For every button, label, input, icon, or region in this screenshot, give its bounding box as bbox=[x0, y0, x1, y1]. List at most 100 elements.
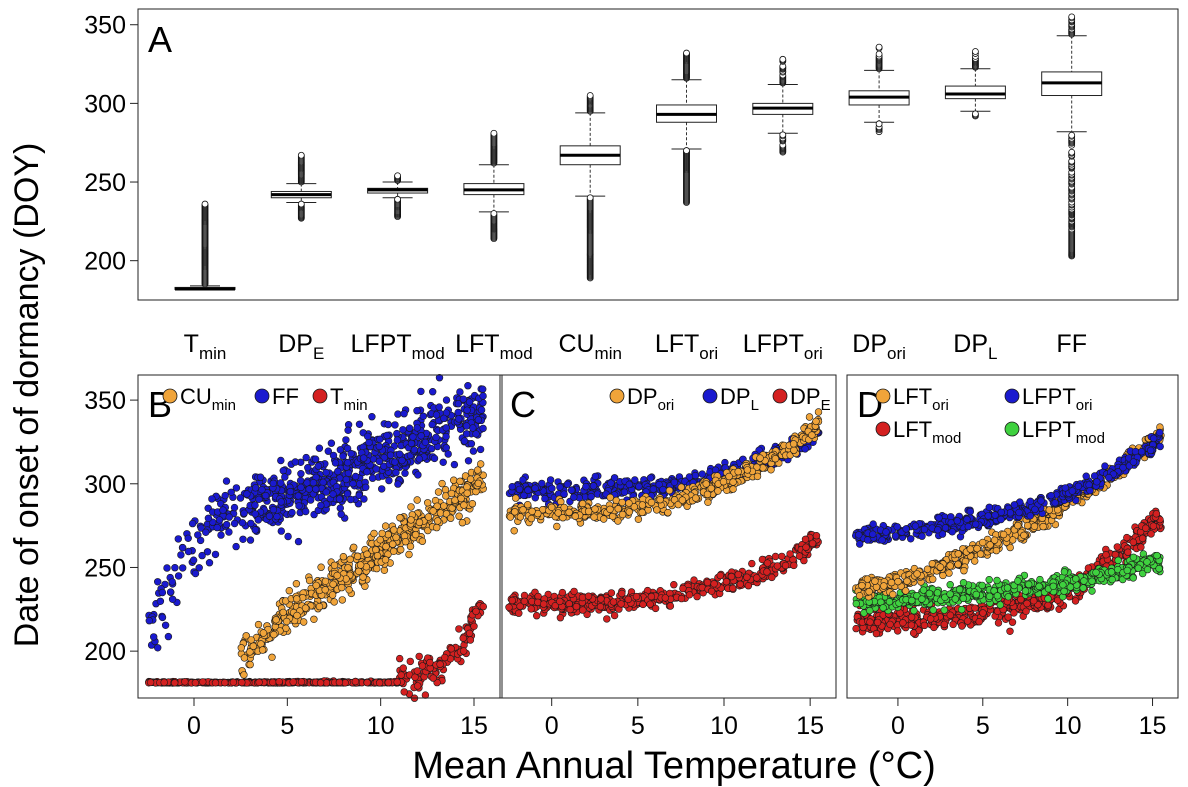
data-point bbox=[277, 479, 285, 487]
data-point bbox=[415, 518, 424, 527]
data-point bbox=[309, 479, 318, 487]
box-dpe bbox=[270, 151, 332, 222]
data-point bbox=[946, 580, 954, 589]
series-orange bbox=[505, 408, 823, 535]
data-point bbox=[524, 486, 532, 494]
data-point bbox=[440, 414, 448, 423]
data-point bbox=[230, 519, 239, 528]
box-lfptmod bbox=[367, 172, 429, 221]
data-point bbox=[390, 526, 398, 534]
data-point bbox=[729, 485, 737, 493]
data-point bbox=[993, 592, 1002, 600]
data-point bbox=[590, 513, 598, 521]
data-point bbox=[567, 486, 576, 494]
data-point bbox=[907, 621, 916, 629]
outlier-point bbox=[297, 200, 305, 208]
data-point bbox=[1129, 553, 1138, 561]
data-point bbox=[618, 510, 627, 519]
outlier-point bbox=[201, 200, 209, 208]
data-point bbox=[528, 507, 536, 515]
data-point bbox=[225, 528, 233, 536]
series-blue bbox=[505, 425, 823, 509]
data-point bbox=[240, 654, 249, 662]
data-point bbox=[181, 678, 189, 686]
outlier-point bbox=[779, 55, 787, 63]
data-point bbox=[428, 420, 436, 429]
data-point bbox=[527, 605, 535, 613]
data-point bbox=[293, 611, 301, 620]
box-dpl bbox=[944, 48, 1006, 120]
data-point bbox=[510, 527, 518, 535]
data-point bbox=[570, 587, 578, 596]
box-ff bbox=[1041, 13, 1103, 260]
data-point bbox=[158, 613, 167, 622]
data-point bbox=[1023, 599, 1031, 608]
data-point bbox=[455, 415, 463, 423]
data-point bbox=[946, 590, 954, 598]
data-point bbox=[247, 636, 255, 644]
data-point bbox=[328, 591, 337, 599]
data-point bbox=[959, 594, 967, 603]
data-point bbox=[380, 566, 389, 574]
data-point bbox=[378, 529, 386, 538]
data-point bbox=[450, 460, 459, 469]
data-point bbox=[1153, 551, 1161, 560]
data-point bbox=[249, 642, 258, 650]
outlier-point bbox=[683, 49, 690, 57]
data-point bbox=[301, 604, 310, 612]
data-point bbox=[424, 513, 433, 521]
data-point bbox=[801, 535, 810, 543]
data-point bbox=[436, 660, 444, 668]
data-point bbox=[610, 611, 619, 620]
data-point bbox=[1124, 548, 1132, 556]
data-point bbox=[407, 516, 415, 524]
data-point bbox=[401, 469, 409, 477]
data-point bbox=[1010, 609, 1018, 617]
data-point bbox=[1079, 584, 1087, 592]
data-point bbox=[433, 523, 441, 532]
data-point bbox=[211, 550, 220, 559]
data-point bbox=[460, 501, 468, 509]
data-point bbox=[710, 580, 718, 588]
data-point bbox=[752, 574, 761, 582]
data-point bbox=[812, 531, 821, 540]
data-point bbox=[440, 502, 448, 510]
data-point bbox=[338, 583, 346, 592]
data-point bbox=[946, 611, 954, 619]
data-point bbox=[463, 489, 471, 497]
data-point bbox=[771, 455, 780, 463]
data-point bbox=[427, 445, 436, 453]
data-point bbox=[414, 471, 422, 479]
outlier-point bbox=[394, 195, 402, 203]
data-point bbox=[405, 550, 413, 559]
data-point bbox=[310, 615, 318, 623]
data-point bbox=[344, 564, 352, 572]
data-point bbox=[384, 420, 392, 429]
data-point bbox=[203, 548, 212, 556]
data-point bbox=[275, 677, 283, 686]
data-point bbox=[337, 510, 345, 518]
data-point bbox=[174, 572, 183, 580]
data-point bbox=[808, 539, 817, 548]
outlier-point bbox=[875, 120, 883, 128]
data-point bbox=[532, 611, 541, 620]
data-point bbox=[439, 458, 447, 466]
data-point bbox=[508, 596, 516, 605]
data-point bbox=[246, 536, 255, 544]
data-point bbox=[505, 603, 513, 611]
data-point bbox=[447, 489, 456, 498]
data-point bbox=[429, 674, 437, 682]
data-point bbox=[418, 537, 427, 545]
data-point bbox=[342, 436, 350, 444]
data-point bbox=[238, 678, 246, 687]
data-point bbox=[288, 508, 296, 517]
data-point bbox=[548, 484, 556, 493]
data-point bbox=[1035, 582, 1043, 591]
data-point bbox=[664, 508, 672, 517]
data-point bbox=[949, 620, 957, 629]
data-point bbox=[692, 494, 700, 502]
data-point bbox=[232, 542, 240, 551]
data-point bbox=[1006, 627, 1014, 635]
box-body bbox=[944, 85, 1006, 100]
data-point bbox=[199, 678, 207, 686]
